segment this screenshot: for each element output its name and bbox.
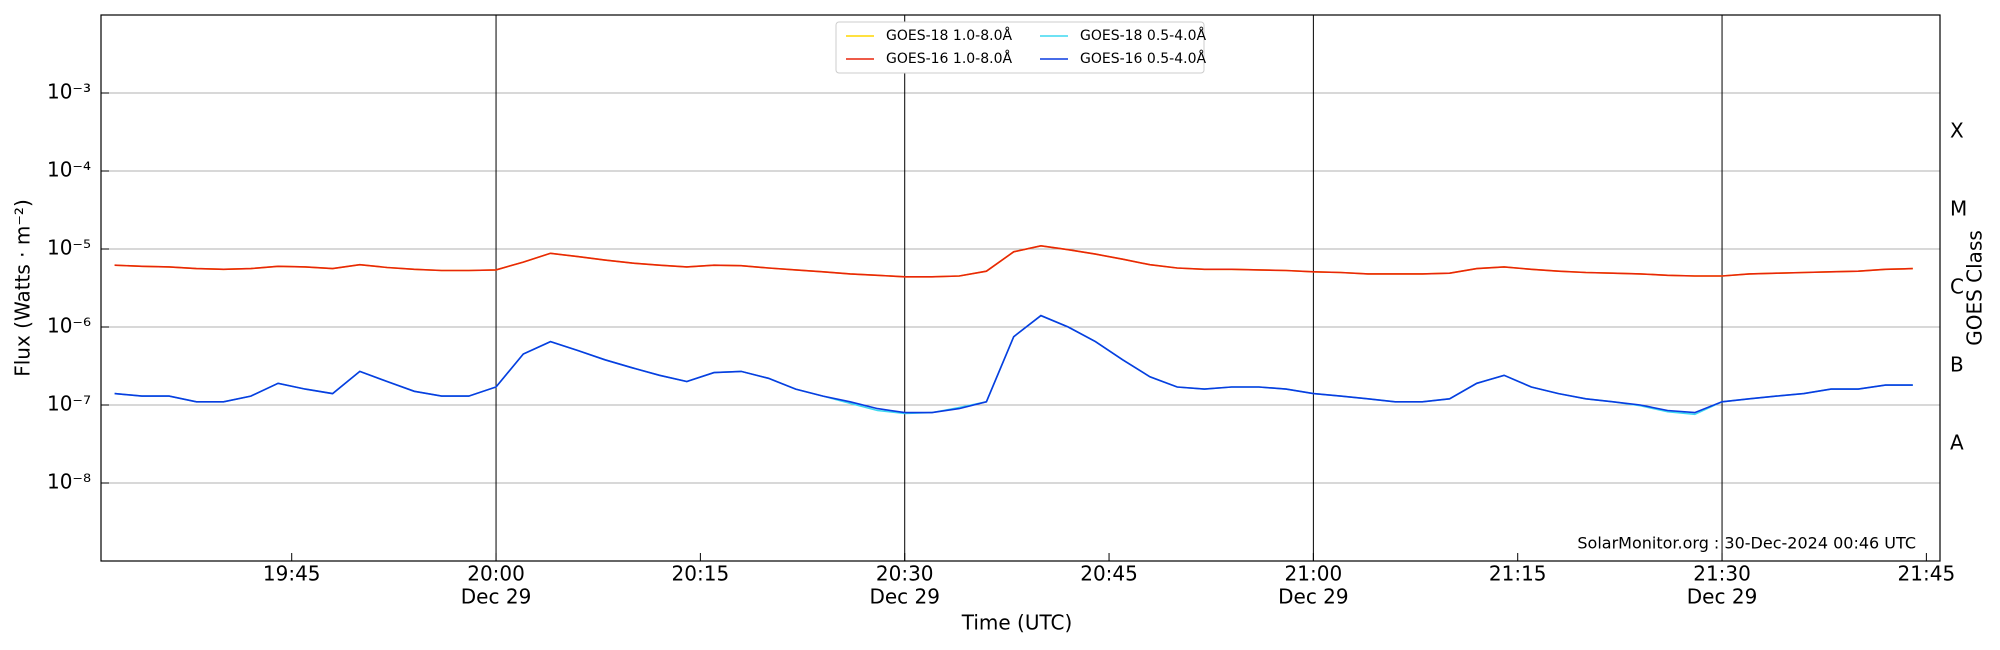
y-tick-label: 10⁻⁴ bbox=[47, 158, 91, 182]
y-axis-label: Flux (Watts · m⁻²) bbox=[11, 199, 35, 377]
legend-label: GOES-16 0.5-4.0Å bbox=[1080, 50, 1206, 67]
x-tick-date: Dec 29 bbox=[461, 585, 532, 609]
y2-axis-label: GOES Class bbox=[1963, 230, 1987, 346]
y2-tick-label: B bbox=[1950, 353, 1964, 377]
legend-box bbox=[835, 21, 1205, 74]
y2-tick-label: C bbox=[1950, 275, 1964, 299]
x-tick-label: 20:15 bbox=[672, 562, 730, 586]
series-line bbox=[114, 244, 1913, 278]
x-tick-label: 21:30 bbox=[1693, 562, 1751, 586]
y-tick-label: 10⁻⁸ bbox=[47, 470, 91, 494]
x-tick-label: 21:45 bbox=[1898, 562, 1956, 586]
y-tick-label: 10⁻⁶ bbox=[47, 314, 91, 338]
series-line bbox=[114, 314, 1913, 414]
legend-label: GOES-18 0.5-4.0Å bbox=[1080, 27, 1206, 44]
y-tick-label: 10⁻³ bbox=[47, 80, 91, 104]
x-axis-label: Time (UTC) bbox=[961, 611, 1073, 635]
x-tick-date: Dec 29 bbox=[869, 585, 940, 609]
series-line bbox=[114, 314, 1913, 416]
x-tick-label: 20:30 bbox=[876, 562, 934, 586]
x-tick-label: 21:15 bbox=[1489, 562, 1547, 586]
x-tick-label: 19:45 bbox=[263, 562, 321, 586]
y2-tick-label: M bbox=[1950, 197, 1967, 221]
annotation: SolarMonitor.org : 30-Dec-2024 00:46 UTC bbox=[1577, 534, 1916, 553]
y-tick-label: 10⁻⁷ bbox=[47, 392, 91, 416]
plot-frame bbox=[100, 14, 1941, 562]
x-tick-label: 21:00 bbox=[1285, 562, 1343, 586]
y2-tick-label: X bbox=[1950, 119, 1964, 143]
legend-label: GOES-18 1.0-8.0Å bbox=[886, 27, 1012, 44]
x-tick-label: 20:45 bbox=[1080, 562, 1138, 586]
legend-label: GOES-16 1.0-8.0Å bbox=[886, 50, 1012, 67]
x-tick-date: Dec 29 bbox=[1687, 585, 1758, 609]
x-tick-date: Dec 29 bbox=[1278, 585, 1349, 609]
x-tick-label: 20:00 bbox=[467, 562, 525, 586]
y2-tick-label: A bbox=[1950, 431, 1964, 455]
series-line bbox=[114, 244, 1913, 278]
y-tick-label: 10⁻⁵ bbox=[47, 236, 91, 260]
